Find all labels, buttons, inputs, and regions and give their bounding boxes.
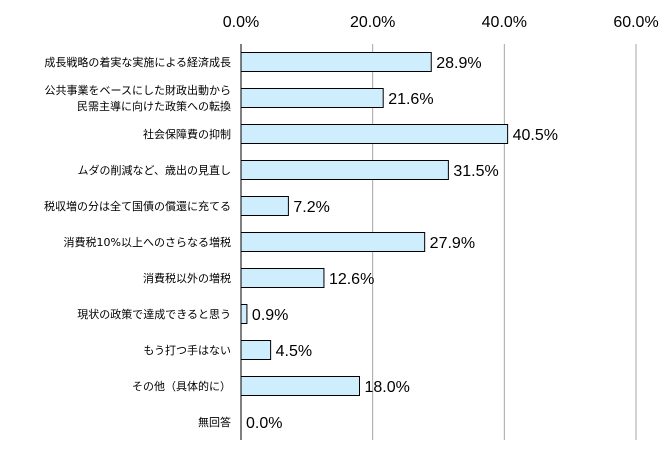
data-label: 31.5% — [453, 163, 498, 180]
data-label: 28.9% — [436, 55, 481, 72]
category-labels: 成長戦略の着実な実施による経済成長公共事業をベースにした財政出動から民需主導に向… — [44, 55, 231, 429]
bar — [240, 196, 289, 216]
bar — [240, 304, 248, 324]
category-label: 成長戦略の着実な実施による経済成長 — [44, 55, 231, 69]
bar — [240, 160, 449, 180]
bar — [240, 52, 432, 72]
category-label: 社会保障費の抑制 — [143, 127, 231, 141]
category-label: 税収増の分は全て国債の償還に充てる — [44, 199, 231, 213]
x-tick-label: 40.0% — [482, 14, 527, 31]
data-label: 27.9% — [430, 235, 475, 252]
category-label: 民需主導に向けた政策への転換 — [77, 99, 231, 113]
category-label: ムダの削減など、歳出の見直し — [78, 163, 231, 177]
bar — [240, 88, 384, 108]
bar — [240, 268, 325, 288]
data-label: 4.5% — [276, 343, 312, 360]
category-label: 消費税10%以上へのさらなる増税 — [64, 235, 231, 249]
bar — [240, 232, 426, 252]
x-tick-label: 20.0% — [350, 14, 395, 31]
data-label: 21.6% — [388, 91, 433, 108]
value-labels: 28.9% 21.6% 40.5% 31.5% 7.2% 27.9% 12.6% 0.9% 4.… — [246, 55, 558, 432]
data-label: 40.5% — [513, 127, 558, 144]
x-tick-label: 0.0% — [223, 14, 259, 31]
data-label: 7.2% — [293, 199, 329, 216]
category-label: 現状の政策で達成できると思う — [77, 307, 231, 321]
bar — [240, 340, 272, 360]
bar — [240, 124, 509, 144]
data-label: 0.9% — [252, 307, 288, 324]
data-label: 0.0% — [246, 415, 282, 432]
data-label: 18.0% — [365, 379, 410, 396]
category-label: 無回答 — [198, 415, 231, 429]
bar — [240, 376, 360, 396]
x-tick-label: 60.0% — [613, 14, 658, 31]
category-label: 消費税以外の増税 — [143, 271, 231, 285]
category-label: その他（具体的に） — [132, 379, 231, 393]
category-label: 公共事業をベースにした財政出動から — [45, 83, 231, 97]
category-label: もう打つ手はない — [143, 343, 231, 357]
data-label: 12.6% — [329, 271, 374, 288]
x-axis-ticks: 0.0% 20.0% 40.0% 60.0% — [223, 14, 659, 31]
